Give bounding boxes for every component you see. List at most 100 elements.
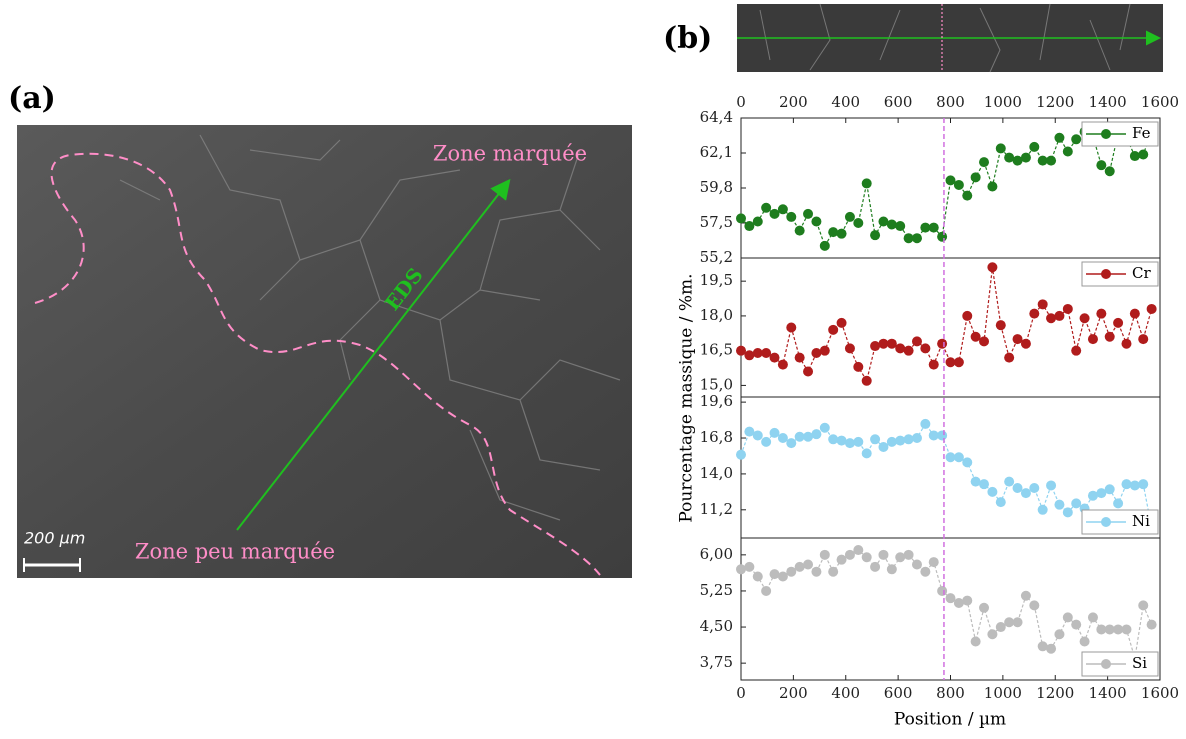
data-point (1079, 636, 1090, 647)
data-point (1029, 141, 1040, 152)
data-point (1146, 619, 1157, 630)
data-point (928, 222, 939, 233)
data-point (794, 225, 805, 236)
data-point (1096, 488, 1107, 499)
data-point (911, 233, 922, 244)
data-point (1121, 338, 1132, 349)
data-point (953, 452, 964, 463)
data-point (828, 434, 839, 445)
data-point (853, 361, 864, 372)
data-point (987, 262, 998, 273)
data-point (886, 219, 897, 230)
data-point (870, 434, 881, 445)
data-point (1004, 617, 1015, 628)
data-point (878, 549, 889, 560)
data-point (1079, 313, 1090, 324)
data-point (1121, 479, 1132, 490)
data-point (794, 431, 805, 442)
data-point (962, 310, 973, 321)
data-point (911, 433, 922, 444)
data-point (1020, 488, 1031, 499)
data-point (811, 216, 822, 227)
y-tick-label: 6,00 (700, 545, 733, 563)
data-point (1138, 149, 1149, 160)
data-point (1054, 499, 1065, 510)
data-point (1012, 155, 1023, 166)
data-point (803, 366, 814, 377)
data-point (786, 211, 797, 222)
data-point (995, 143, 1006, 154)
data-point (979, 479, 990, 490)
data-point (1104, 624, 1115, 635)
data-point (761, 347, 772, 358)
data-point (811, 429, 822, 440)
data-point (945, 175, 956, 186)
data-point (777, 204, 788, 215)
y-tick-label: 59,8 (700, 178, 733, 196)
data-point (953, 357, 964, 368)
data-point (861, 448, 872, 459)
x-tick-label: 800 (936, 684, 965, 702)
y-tick-label: 64,4 (700, 108, 733, 126)
data-point (987, 629, 998, 640)
data-point (1104, 331, 1115, 342)
data-point (995, 320, 1006, 331)
data-point (853, 545, 864, 556)
x-tick-label: 0 (736, 684, 746, 702)
data-point (1121, 624, 1132, 635)
data-point (1054, 132, 1065, 143)
data-point (811, 566, 822, 577)
data-point (777, 359, 788, 370)
data-point (1071, 498, 1082, 509)
data-point (878, 338, 889, 349)
x-tick-label: 400 (831, 93, 860, 111)
x-tick-label: 600 (884, 93, 913, 111)
data-point (920, 566, 931, 577)
panel-label: (b) (663, 21, 712, 56)
data-point (1096, 624, 1107, 635)
data-point (761, 202, 772, 213)
data-point (987, 181, 998, 192)
data-point (1062, 303, 1073, 314)
data-point (844, 549, 855, 560)
data-point (752, 347, 763, 358)
data-point (1113, 498, 1124, 509)
data-point (1062, 507, 1073, 518)
data-point (794, 561, 805, 572)
data-point (937, 430, 948, 441)
x-tick-label: 1600 (1141, 93, 1179, 111)
data-point (786, 438, 797, 449)
data-point (819, 422, 830, 433)
data-point (1062, 146, 1073, 157)
data-point (979, 336, 990, 347)
data-point (937, 338, 948, 349)
data-point (886, 436, 897, 447)
data-point (903, 233, 914, 244)
data-point (1062, 612, 1073, 623)
data-point (995, 622, 1006, 633)
x-tick-label: 1600 (1141, 684, 1179, 702)
data-point (945, 452, 956, 463)
data-point (895, 435, 906, 446)
data-point (1071, 134, 1082, 145)
data-point (1046, 313, 1057, 324)
x-axis-label: Position / µm (894, 710, 1006, 730)
data-point (895, 552, 906, 563)
data-point (1012, 483, 1023, 494)
data-point (886, 338, 897, 349)
data-point (1020, 590, 1031, 601)
x-tick-label: 1000 (984, 684, 1022, 702)
data-point (828, 227, 839, 238)
data-point (1096, 308, 1107, 319)
legend-label: Cr (1132, 264, 1151, 282)
data-point (962, 190, 973, 201)
data-point (744, 221, 755, 232)
zone-label: Zone peu marquée (135, 540, 335, 564)
x-tick-label: 1200 (1036, 93, 1074, 111)
data-point (987, 486, 998, 497)
y-tick-label: 11,2 (700, 500, 733, 518)
data-point (777, 571, 788, 582)
data-point (1046, 155, 1057, 166)
data-point (761, 585, 772, 596)
